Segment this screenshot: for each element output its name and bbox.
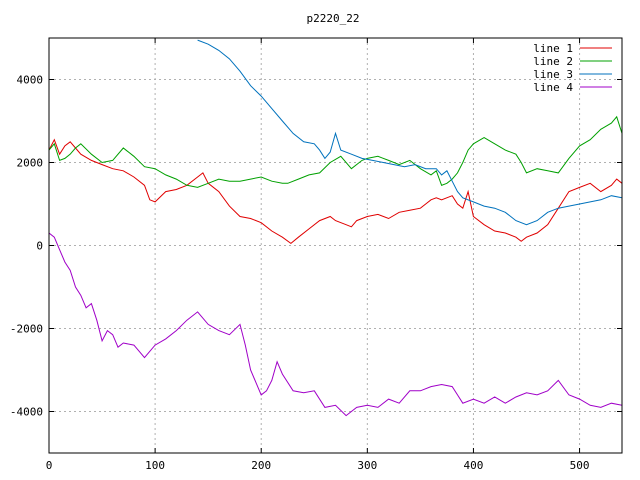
y-tick-label: -2000 <box>10 323 43 336</box>
x-tick-label: 100 <box>145 459 165 472</box>
legend-label: line 3 <box>533 68 573 81</box>
x-tick-label: 400 <box>464 459 484 472</box>
y-tick-label: 2000 <box>17 157 44 170</box>
y-tick-label: 0 <box>36 240 43 253</box>
x-tick-label: 500 <box>570 459 590 472</box>
y-tick-label: 4000 <box>17 74 44 87</box>
x-tick-label: 200 <box>251 459 271 472</box>
series-line-4 <box>49 232 622 417</box>
series-line-2 <box>49 115 622 188</box>
series-line-3 <box>197 39 622 226</box>
series-line-1 <box>49 138 622 245</box>
grid-layer <box>49 38 622 453</box>
legend-label: line 2 <box>533 55 573 68</box>
axis-layer: 0 100 200 300 400 500 -4000 -2000 0 2000 4000 <box>10 38 622 472</box>
legend-label: line 1 <box>533 42 573 55</box>
y-tick-label: -4000 <box>10 406 43 419</box>
chart-title: p2220_22 <box>307 12 360 25</box>
x-tick-label: 0 <box>46 459 53 472</box>
x-tick-label: 300 <box>357 459 377 472</box>
legend-label: line 4 <box>533 81 573 94</box>
series-layer <box>49 39 622 417</box>
